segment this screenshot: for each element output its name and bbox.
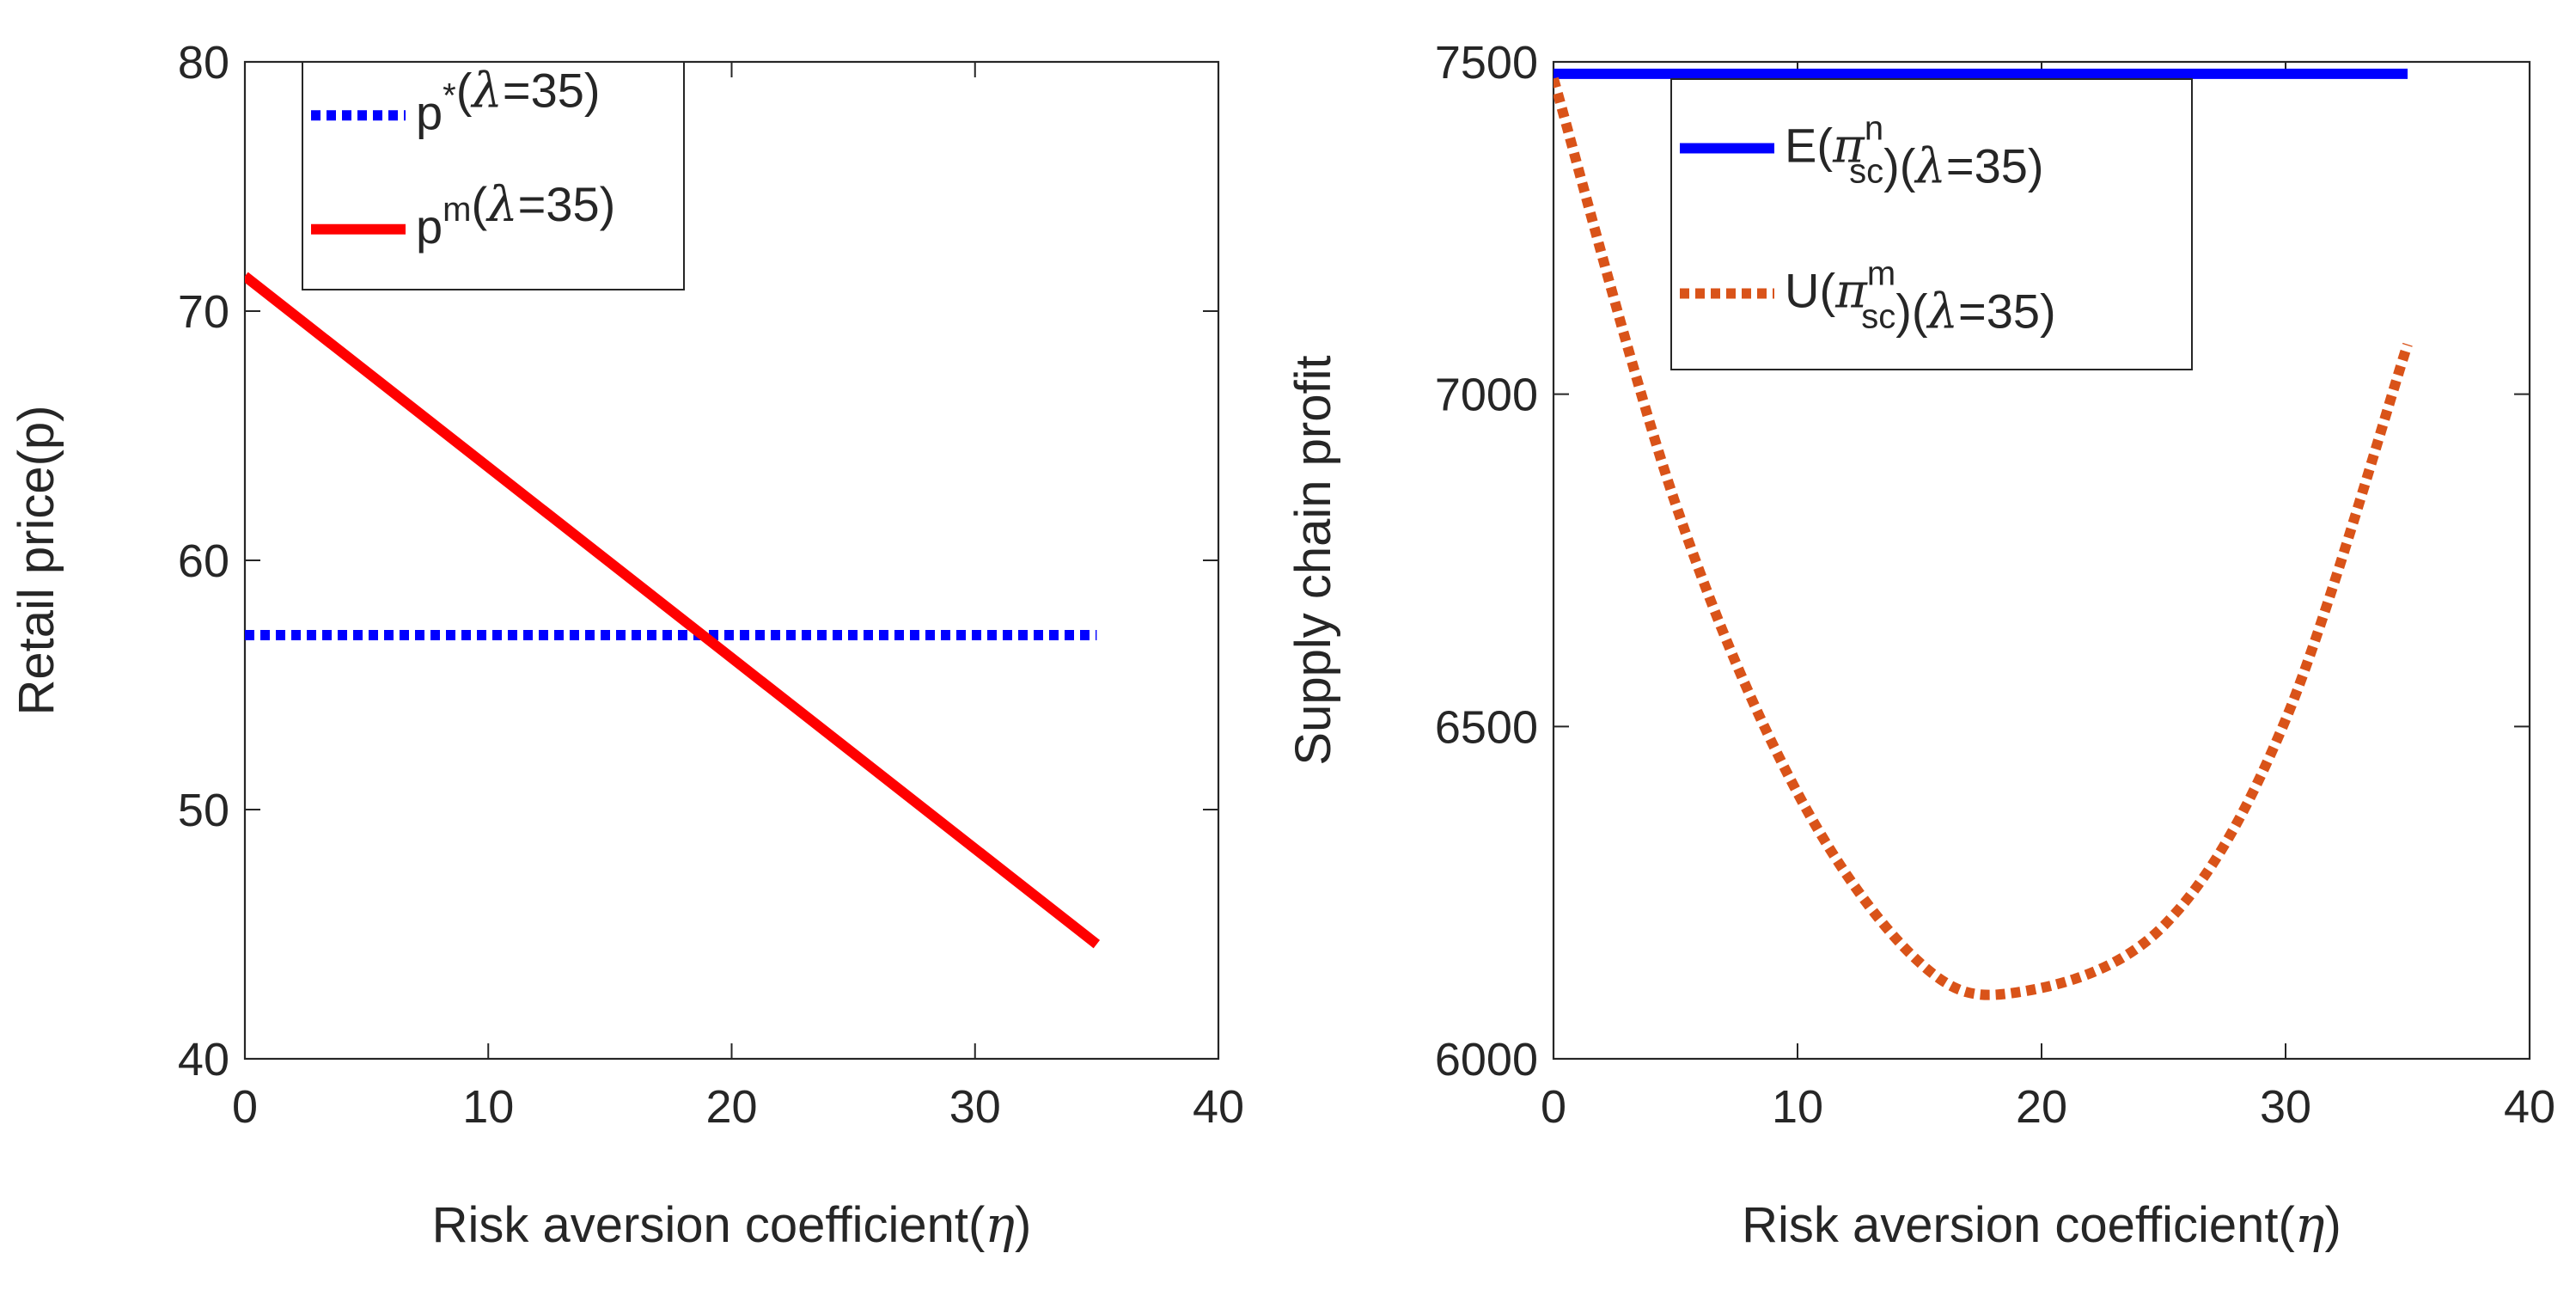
- legend-box: [302, 61, 685, 290]
- x-tick-label: 30: [2260, 1081, 2311, 1133]
- series-line-2: [245, 272, 1101, 949]
- y-tick-label: 80: [178, 37, 229, 89]
- y-tick-label: 40: [178, 1034, 229, 1085]
- x-tick-label: 0: [232, 1081, 258, 1133]
- y-tick-label: 6000: [1435, 1034, 1538, 1085]
- y-tick-label: 6500: [1435, 701, 1538, 753]
- legend: E(πn sc)(λ=35) U(πm sc)(λ=35): [1670, 78, 2193, 370]
- series-line-2: [1554, 76, 2413, 1000]
- x-tick-label: 10: [462, 1081, 514, 1133]
- x-axis-title: Risk aversion coefficient(η): [1742, 1195, 2341, 1254]
- legend-entry-1: p*(λ=35): [416, 63, 601, 139]
- y-tick-label: 7500: [1435, 37, 1538, 89]
- x-tick-label: 30: [949, 1081, 1001, 1133]
- x-axis-title: Risk aversion coefficient(η): [432, 1195, 1032, 1254]
- x-tick-label: 20: [2016, 1081, 2067, 1133]
- y-axis-title: Supply chain profit: [1285, 355, 1341, 765]
- x-tick-label: 40: [2504, 1081, 2555, 1133]
- x-tick-label: 20: [705, 1081, 757, 1133]
- y-tick-label: 7000: [1435, 370, 1538, 421]
- x-tick-label: 10: [1772, 1081, 1823, 1133]
- chart-panel-1: 0 10 20 30 40 40 50 60 70 80 Risk aversion coeffic…: [9, 37, 1244, 1254]
- x-tick-label: 0: [1541, 1081, 1566, 1133]
- legend: p*(λ=35) pm(λ=35): [302, 61, 685, 290]
- chart-panel-2: 0 10 20 30 40 6000 6500 7000 7500 Risk aversion c…: [1285, 37, 2555, 1254]
- legend-entry-1: E(πn sc)(λ=35): [1785, 110, 2044, 195]
- y-tick-label: 70: [178, 286, 229, 338]
- y-tick-label: 60: [178, 535, 229, 587]
- y-axis-title: Retail price(p): [9, 406, 64, 716]
- legend-entry-2: U(πm sc)(λ=35): [1785, 255, 2056, 340]
- x-tick-label: 40: [1193, 1081, 1244, 1133]
- legend-box: [1670, 78, 2193, 370]
- legend-entry-2: pm(λ=35): [416, 177, 615, 254]
- y-tick-label: 50: [178, 785, 229, 836]
